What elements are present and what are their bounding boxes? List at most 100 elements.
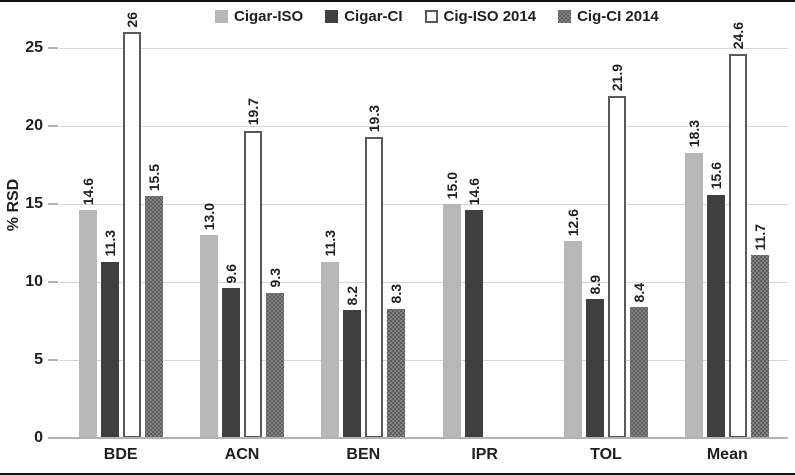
- bar-value-label: 15.6: [708, 162, 725, 190]
- bar-value-label: 14.6: [79, 178, 96, 206]
- bar: [464, 210, 483, 438]
- category-label: BEN: [346, 446, 381, 463]
- figure-bottom-border: [0, 473, 795, 475]
- bar-slot: 15.5: [144, 48, 163, 438]
- bar-value-label: 19.7: [244, 98, 261, 126]
- bar-group-tol: 12.6 8.9 21.9 8.4: [545, 48, 666, 438]
- legend-label: Cig-CI 2014: [577, 8, 659, 25]
- bar: [199, 235, 218, 438]
- bar: [144, 196, 163, 438]
- bar-value-label: 11.3: [101, 230, 118, 257]
- y-tick-label: 5: [34, 351, 43, 368]
- bar-slot: 9.3: [265, 48, 284, 438]
- bar-slot: 14.6: [78, 48, 97, 438]
- bar-slot: 13.0: [199, 48, 218, 438]
- bar-value-label: 9.3: [266, 268, 283, 288]
- bar-value-label: 8.9: [586, 274, 603, 295]
- legend-item: Cig-CI 2014: [558, 8, 659, 25]
- y-tick-label: 25: [25, 39, 43, 56]
- bar: [365, 136, 384, 438]
- bar-slot: 24.6: [729, 22, 748, 438]
- figure-top-border: [0, 0, 795, 2]
- bar: [442, 204, 461, 438]
- plot-area: 14.6 11.3 26 15.5 13.0 9.6 19.7 9.3 11.3 8.2 19.3 8…: [48, 12, 788, 439]
- gridline: [60, 125, 788, 127]
- bar-slot: 19.3: [365, 48, 384, 438]
- y-tick-label: 0: [34, 429, 43, 446]
- y-tick-label: 10: [25, 273, 43, 290]
- legend-item: Cigar-CI: [325, 8, 403, 25]
- bar-value-label: 21.9: [608, 64, 625, 92]
- bar: [122, 32, 141, 438]
- y-tick-mark: [48, 125, 58, 127]
- bar-slot: 11.7: [751, 48, 770, 438]
- legend-swatch-dark: [325, 10, 339, 23]
- bar-slot: 8.4: [629, 48, 648, 438]
- bar: [387, 308, 406, 438]
- legend: Cigar-ISO Cigar-CI Cig-ISO 2014 Cig-CI 2014: [215, 8, 659, 25]
- y-tick-label: 15: [25, 195, 43, 212]
- bar-value-label: 24.6: [730, 22, 747, 50]
- y-tick-mark: [48, 47, 58, 49]
- bar: [343, 310, 362, 438]
- y-tick-mark: [48, 203, 58, 205]
- y-tick-label: 20: [25, 117, 43, 134]
- bar-slot: 9.6: [221, 48, 240, 438]
- legend-swatch-outline: [424, 10, 438, 23]
- legend-item: Cig-ISO 2014: [424, 8, 537, 25]
- bar-groups: 14.6 11.3 26 15.5 13.0 9.6 19.7 9.3 11.3 8.2 19.3 8…: [60, 12, 788, 438]
- gridline: [60, 359, 788, 361]
- bar: [563, 241, 582, 438]
- bar-slot: 19.7: [243, 48, 262, 438]
- bar-value-label: 19.3: [366, 104, 383, 132]
- bar-group-mean: 18.3 15.6 24.6 11.7: [667, 22, 788, 438]
- bar-slot: [487, 48, 505, 438]
- bar-slot: 21.9: [607, 48, 626, 438]
- bar-slot: 8.3: [387, 48, 406, 438]
- bar: [707, 194, 726, 438]
- bar: [585, 299, 604, 438]
- bar-group-ben: 11.3 8.2 19.3 8.3: [303, 48, 424, 438]
- legend-swatch-pattern: [558, 10, 572, 23]
- bar-value-label: 11.3: [322, 230, 339, 257]
- bar: [321, 261, 340, 438]
- bar-slot: 14.6: [464, 48, 483, 438]
- category-label: BDE: [103, 446, 138, 463]
- gridline: [60, 281, 788, 283]
- legend-swatch-light: [215, 10, 228, 23]
- category-label: IPR: [471, 446, 498, 463]
- bar-slot: 11.3: [321, 48, 340, 438]
- bar: [607, 96, 626, 438]
- bar-group-acn: 13.0 9.6 19.7 9.3: [181, 48, 302, 438]
- bar-slot: [509, 48, 527, 438]
- bar-slot: 15.6: [707, 48, 726, 438]
- bar-value-label: 18.3: [686, 120, 703, 148]
- bar-value-label: 15.0: [443, 171, 460, 199]
- y-tick-mark: [48, 359, 58, 361]
- bar-value-label: 12.6: [564, 209, 581, 237]
- category-label: TOL: [590, 446, 622, 463]
- legend-label: Cig-ISO 2014: [443, 8, 537, 25]
- bar-value-label: 8.3: [388, 284, 405, 304]
- bar: [729, 54, 748, 438]
- bar-slot: 12.6: [563, 48, 582, 438]
- bar: [685, 152, 704, 438]
- bar-value-label: 8.2: [344, 285, 361, 306]
- bar: [751, 255, 770, 438]
- bar-slot: 18.3: [685, 48, 704, 438]
- bar: [78, 210, 97, 438]
- bar-value-label: 9.6: [222, 263, 239, 284]
- bar-value-label: 14.6: [465, 178, 482, 206]
- bar: [221, 288, 240, 438]
- bar: [100, 261, 119, 438]
- bar-slot: 8.9: [585, 48, 604, 438]
- bar-slot: 15.0: [442, 48, 461, 438]
- gridline: [60, 47, 788, 49]
- y-tick-mark: [48, 281, 58, 283]
- bar-slot: 11.3: [100, 48, 119, 438]
- category-label: ACN: [224, 446, 260, 463]
- bar-value-label: 15.5: [145, 163, 162, 192]
- bar-slot: 8.2: [343, 48, 362, 438]
- legend-label: Cigar-CI: [344, 8, 403, 25]
